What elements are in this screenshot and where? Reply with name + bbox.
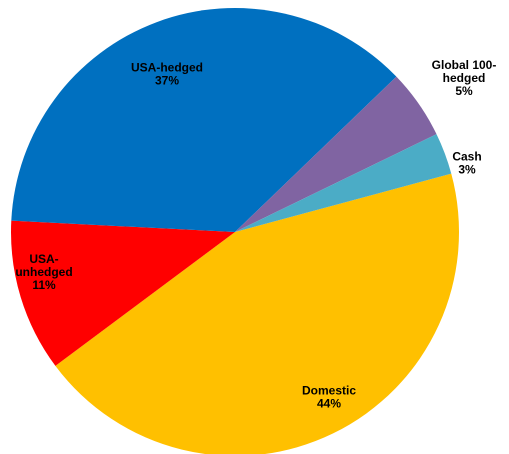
pie-label-name-line: Domestic	[302, 384, 356, 398]
pie-slice-domestic	[55, 173, 459, 454]
pie-label-name-line: unhedged	[15, 265, 72, 279]
pie-slice-usa-hedged	[11, 8, 397, 232]
pie-label-percent: 11%	[32, 278, 56, 292]
pie-label-domestic: Domestic 44%	[302, 384, 356, 411]
pie-label-name-line: Cash	[452, 150, 481, 164]
pie-slice-global-100-hedged	[235, 76, 437, 233]
pie-labels: Domestic 44%USA-unhedged 11%USA-hedged 37%G…	[15, 58, 496, 411]
pie-slice-usa-unhedged	[11, 220, 236, 366]
pie-slices	[11, 8, 459, 454]
pie-label-name-line: Global 100-	[432, 58, 497, 72]
pie-label-name-line: USA-hedged	[131, 61, 203, 75]
pie-label-usa-unhedged: USA-unhedged 11%	[15, 252, 72, 292]
pie-label-usa-hedged: USA-hedged 37%	[131, 61, 203, 88]
pie-label-percent: 44%	[317, 397, 341, 411]
pie-label-cash: Cash 3%	[452, 150, 481, 177]
pie-slice-cash	[235, 134, 452, 232]
pie-label-name-line: hedged	[443, 71, 486, 85]
pie-label-global-100-hedged: Global 100-hedged 5%	[432, 58, 497, 98]
pie-label-percent: 5%	[455, 84, 473, 98]
pie-label-name-line: USA-	[29, 252, 58, 266]
pie-label-percent: 37%	[155, 74, 179, 88]
pie-label-percent: 3%	[458, 163, 476, 177]
